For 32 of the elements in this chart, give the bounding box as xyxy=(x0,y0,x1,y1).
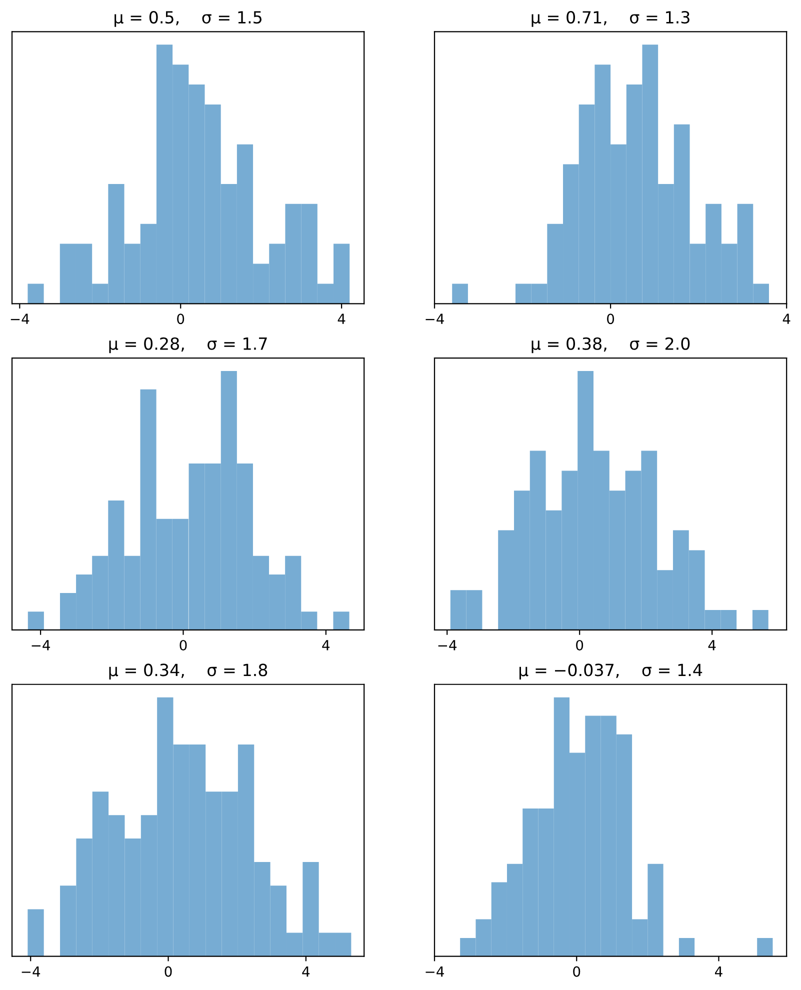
bar xyxy=(678,938,695,956)
x-tick-label: 0 xyxy=(177,314,184,324)
x-tick-label: −4 xyxy=(10,314,30,324)
bar xyxy=(757,938,773,956)
chart-title: μ = 0.38, σ = 2.0 xyxy=(532,337,690,354)
x-tick-label: −4 xyxy=(22,966,40,977)
x-tick-label: 4 xyxy=(782,314,790,324)
chart-title: μ = 0.5, σ = 1.5 xyxy=(114,10,262,27)
bar xyxy=(28,284,44,304)
bar xyxy=(752,610,768,630)
x-tick-label: −4 xyxy=(32,640,50,650)
x-tick-label: 4 xyxy=(708,640,716,650)
x-tick-label: 0 xyxy=(180,640,187,650)
bar xyxy=(28,612,44,630)
chart-title: μ = 0.28, σ = 1.7 xyxy=(109,337,267,354)
bar xyxy=(28,909,44,956)
x-tick-label: −4 xyxy=(426,966,444,977)
x-tick-label: 0 xyxy=(573,966,580,977)
x-tick-label: 0 xyxy=(164,966,172,977)
x-tick-label: −4 xyxy=(438,640,457,650)
chart-title: μ = 0.71, σ = 1.3 xyxy=(532,10,690,27)
bar xyxy=(333,612,350,630)
chart-title: μ = 0.34, σ = 1.8 xyxy=(109,664,268,680)
x-tick-label: 4 xyxy=(302,966,310,977)
bar xyxy=(452,284,468,304)
x-tick-label: 4 xyxy=(338,314,346,324)
chart-title: μ = −0.037, σ = 1.4 xyxy=(519,664,702,680)
x-tick-label: 4 xyxy=(714,966,722,977)
x-tick-label: 0 xyxy=(607,314,614,324)
x-tick-label: 4 xyxy=(322,640,330,650)
x-tick-label: −4 xyxy=(426,314,444,324)
x-tick-label: 0 xyxy=(576,640,584,650)
